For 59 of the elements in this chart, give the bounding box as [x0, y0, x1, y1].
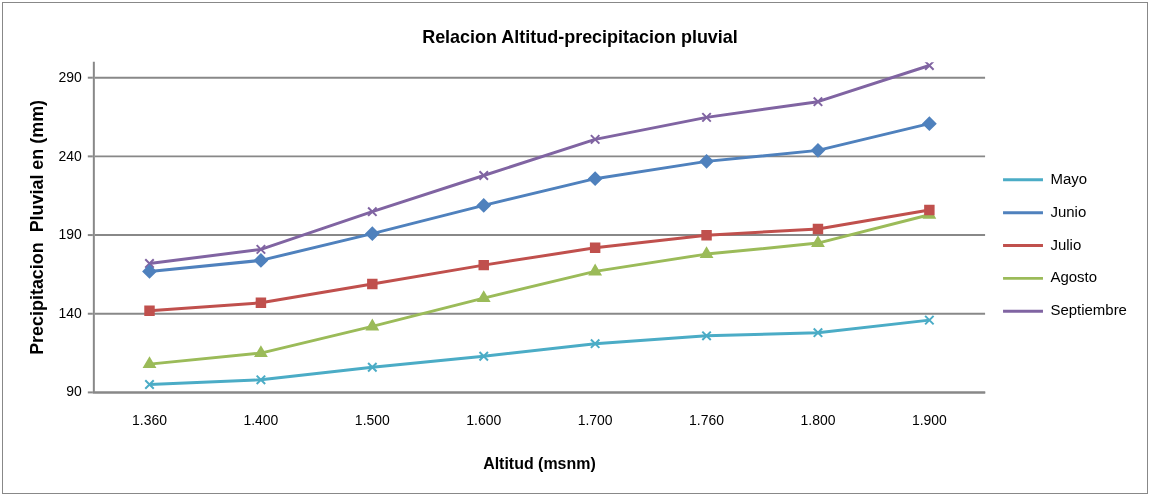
- point: [367, 362, 378, 373]
- point: [701, 112, 712, 123]
- point: [143, 357, 156, 369]
- point: [812, 96, 824, 107]
- x-tick-label: 1.800: [800, 411, 836, 428]
- legend-label: Mayo: [1050, 169, 1088, 187]
- point: [701, 330, 712, 342]
- point: [144, 305, 155, 316]
- point: [478, 351, 489, 362]
- point: [477, 291, 490, 303]
- point: [144, 379, 155, 390]
- x-tick-label: 1.500: [354, 411, 391, 428]
- y-tick-label: 240: [58, 147, 83, 164]
- y-tick-label: 90: [66, 383, 83, 400]
- point: [700, 247, 713, 259]
- point: [922, 116, 937, 131]
- point: [366, 319, 379, 331]
- point: [588, 171, 603, 186]
- point: [144, 258, 155, 269]
- point: [589, 242, 601, 254]
- point: [588, 264, 602, 276]
- point: [812, 327, 824, 338]
- point: [142, 264, 157, 279]
- point: [254, 346, 268, 358]
- point: [924, 314, 935, 326]
- point: [365, 226, 380, 241]
- legend-label: Septiembre: [1050, 301, 1127, 319]
- legend-label: Agosto: [1050, 268, 1098, 286]
- x-tick-label: 1.760: [689, 411, 725, 428]
- x-tick-label: 1.400: [243, 411, 279, 428]
- chart-title: Relacion Altitud-precipitacion pluvial: [422, 26, 738, 47]
- point: [589, 338, 601, 349]
- point: [255, 374, 267, 386]
- point: [701, 230, 712, 241]
- point: [253, 253, 268, 268]
- point: [810, 143, 825, 158]
- x-tick-label: 1.360: [132, 411, 168, 428]
- point: [589, 134, 601, 145]
- x-tick-label: 1.600: [466, 411, 502, 428]
- point: [811, 236, 825, 248]
- y-axis-title: Precipitacion Pluvial en (mm): [26, 99, 47, 355]
- y-tick-label: 290: [58, 68, 83, 85]
- legend-label: Julio: [1050, 235, 1082, 253]
- point: [255, 244, 267, 255]
- x-tick-label: 1.900: [911, 411, 948, 428]
- y-tick-label: 190: [58, 226, 83, 243]
- point: [699, 154, 714, 169]
- point: [255, 297, 267, 309]
- point: [478, 259, 489, 271]
- point: [476, 198, 491, 213]
- point: [924, 62, 935, 71]
- y-tick-label: 140: [58, 304, 83, 321]
- legend-label: Junio: [1050, 202, 1087, 220]
- x-tick-label: 1.700: [577, 411, 613, 428]
- point: [478, 170, 489, 181]
- point: [367, 206, 378, 217]
- point: [812, 223, 824, 235]
- point: [367, 278, 378, 290]
- x-axis-title: Altitud (msnm): [483, 454, 596, 472]
